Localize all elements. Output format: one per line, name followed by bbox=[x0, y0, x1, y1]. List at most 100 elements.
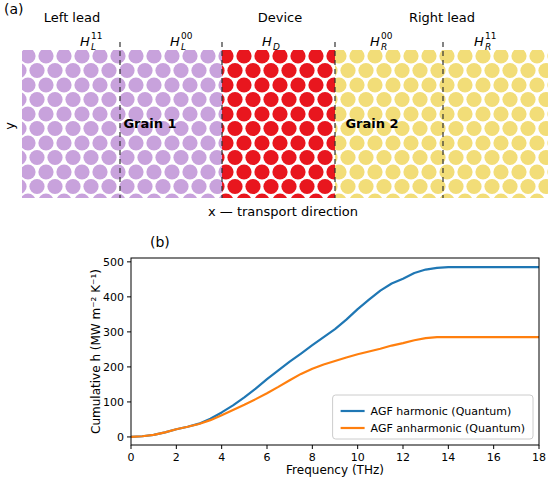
atom bbox=[493, 106, 508, 121]
atom bbox=[547, 135, 548, 150]
atom bbox=[457, 193, 472, 198]
atom bbox=[272, 164, 287, 179]
block-label: H bbox=[262, 34, 272, 49]
atom bbox=[254, 193, 269, 198]
atom bbox=[466, 63, 481, 78]
atom bbox=[101, 150, 116, 165]
atom bbox=[263, 92, 278, 107]
atom bbox=[281, 150, 296, 165]
atom bbox=[299, 63, 314, 78]
lattice-region bbox=[222, 50, 335, 198]
atom bbox=[421, 164, 436, 179]
x-tick bbox=[493, 445, 494, 449]
x-tick bbox=[403, 445, 404, 449]
atom bbox=[272, 50, 287, 64]
x-tick bbox=[176, 445, 177, 449]
atom bbox=[164, 135, 179, 150]
x-tick-label: 16 bbox=[487, 451, 501, 464]
atom bbox=[538, 150, 548, 165]
atom bbox=[128, 135, 143, 150]
atom bbox=[457, 106, 472, 121]
atom bbox=[358, 92, 373, 107]
atom bbox=[299, 92, 314, 107]
atom bbox=[412, 179, 427, 194]
atom bbox=[385, 193, 400, 198]
atom bbox=[308, 106, 323, 121]
atom bbox=[326, 106, 335, 121]
atom bbox=[466, 121, 481, 136]
atom bbox=[439, 106, 454, 121]
atom bbox=[38, 193, 53, 198]
atom bbox=[421, 135, 436, 150]
atom bbox=[236, 50, 251, 64]
atom bbox=[110, 77, 125, 92]
atom bbox=[47, 92, 62, 107]
atom bbox=[92, 77, 107, 92]
atom bbox=[349, 135, 364, 150]
atom bbox=[263, 63, 278, 78]
x-tick bbox=[267, 445, 268, 449]
atom bbox=[376, 150, 391, 165]
atom bbox=[173, 150, 188, 165]
x-tick bbox=[221, 445, 222, 449]
atom bbox=[254, 106, 269, 121]
atom bbox=[110, 135, 125, 150]
atom bbox=[83, 63, 98, 78]
atom bbox=[538, 179, 548, 194]
atom bbox=[335, 193, 347, 198]
atom bbox=[227, 121, 242, 136]
atom bbox=[222, 50, 234, 64]
atom bbox=[22, 63, 27, 78]
y-tick bbox=[127, 296, 131, 297]
atom bbox=[236, 193, 251, 198]
atom bbox=[394, 150, 409, 165]
atom bbox=[222, 164, 234, 179]
atom bbox=[272, 77, 287, 92]
x-tick bbox=[539, 445, 540, 449]
atom bbox=[236, 135, 251, 150]
x-tick-label: 14 bbox=[441, 451, 455, 464]
y-tick-label: 400 bbox=[103, 291, 124, 304]
atom bbox=[56, 106, 71, 121]
atom bbox=[92, 106, 107, 121]
atom bbox=[182, 50, 197, 64]
atom bbox=[200, 106, 215, 121]
region-label: Device bbox=[258, 10, 302, 25]
block-label-sub: R bbox=[485, 42, 491, 52]
atom bbox=[358, 63, 373, 78]
atom bbox=[65, 92, 80, 107]
atom bbox=[529, 193, 544, 198]
atom bbox=[520, 150, 535, 165]
atom bbox=[155, 150, 170, 165]
atom bbox=[484, 121, 499, 136]
atom bbox=[200, 77, 215, 92]
atom bbox=[227, 63, 242, 78]
atom bbox=[272, 106, 287, 121]
atom bbox=[65, 150, 80, 165]
atom bbox=[227, 179, 242, 194]
atom bbox=[209, 150, 222, 165]
block-label: H bbox=[80, 34, 90, 49]
atom bbox=[92, 164, 107, 179]
atom bbox=[164, 77, 179, 92]
region-label: Left lead bbox=[44, 10, 100, 25]
atom bbox=[47, 63, 62, 78]
atom bbox=[448, 121, 463, 136]
legend-swatch bbox=[341, 427, 365, 429]
block-divider bbox=[334, 42, 335, 198]
atom bbox=[146, 50, 161, 64]
block-divider bbox=[442, 42, 443, 198]
atom bbox=[173, 92, 188, 107]
atom bbox=[222, 193, 234, 198]
atom bbox=[520, 121, 535, 136]
atom bbox=[403, 50, 418, 64]
atom bbox=[191, 121, 206, 136]
atom bbox=[367, 77, 382, 92]
atom bbox=[222, 135, 234, 150]
x-tick-label: 18 bbox=[532, 451, 546, 464]
atom bbox=[493, 193, 508, 198]
atom bbox=[65, 121, 80, 136]
atom bbox=[466, 179, 481, 194]
y-tick bbox=[127, 401, 131, 402]
block-label-sup: 11 bbox=[485, 31, 496, 41]
